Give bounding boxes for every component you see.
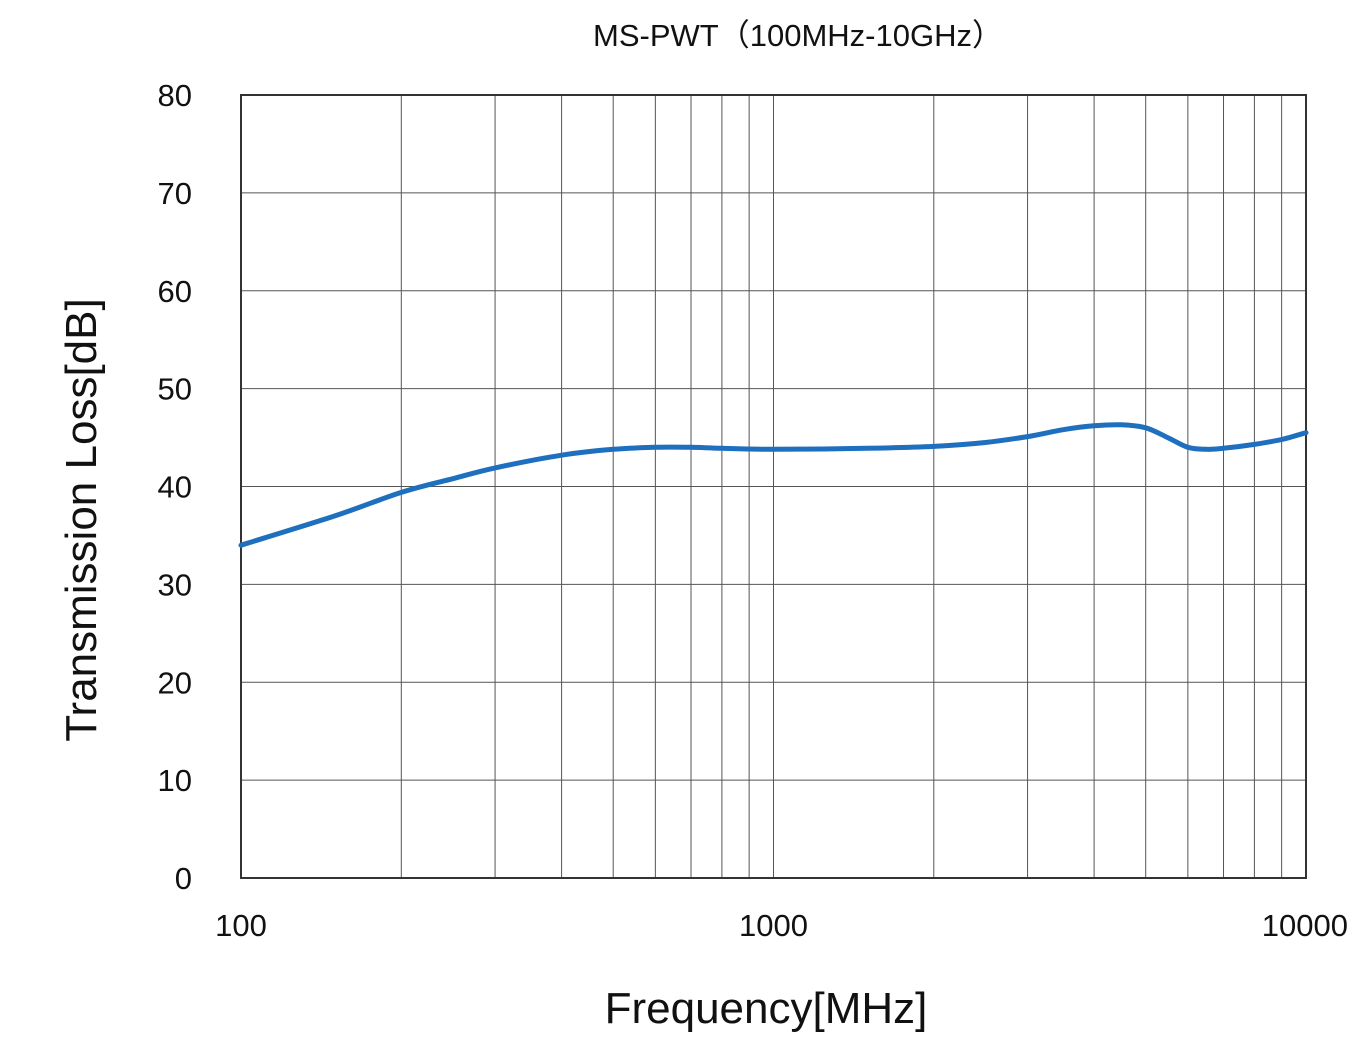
y-tick-label: 60 [158, 274, 192, 309]
x-axis-ticks: 100 1000 10000 [215, 908, 1348, 943]
x-axis-label: Frequency[MHz] [605, 984, 928, 1033]
y-tick-label: 80 [158, 78, 192, 113]
y-axis-label: Transmission Loss[dB] [57, 298, 106, 741]
y-tick-label: 70 [158, 176, 192, 211]
y-axis-ticks: 0 10 20 30 40 50 60 70 80 [158, 78, 192, 896]
series-group [238, 422, 1309, 548]
chart-title: MS-PWT（100MHz-10GHz） [593, 18, 1003, 53]
series-line [238, 422, 1309, 548]
grid [241, 95, 1306, 878]
y-tick-label: 10 [158, 763, 192, 798]
plot-frame [240, 94, 1307, 879]
y-tick-label: 40 [158, 470, 192, 505]
y-tick-label: 20 [158, 665, 192, 700]
x-tick-label: 100 [215, 908, 267, 943]
x-tick-label: 10000 [1262, 908, 1348, 943]
y-tick-label: 50 [158, 372, 192, 407]
y-tick-label: 30 [158, 567, 192, 602]
y-tick-label: 0 [175, 861, 192, 896]
x-tick-label: 1000 [739, 908, 808, 943]
